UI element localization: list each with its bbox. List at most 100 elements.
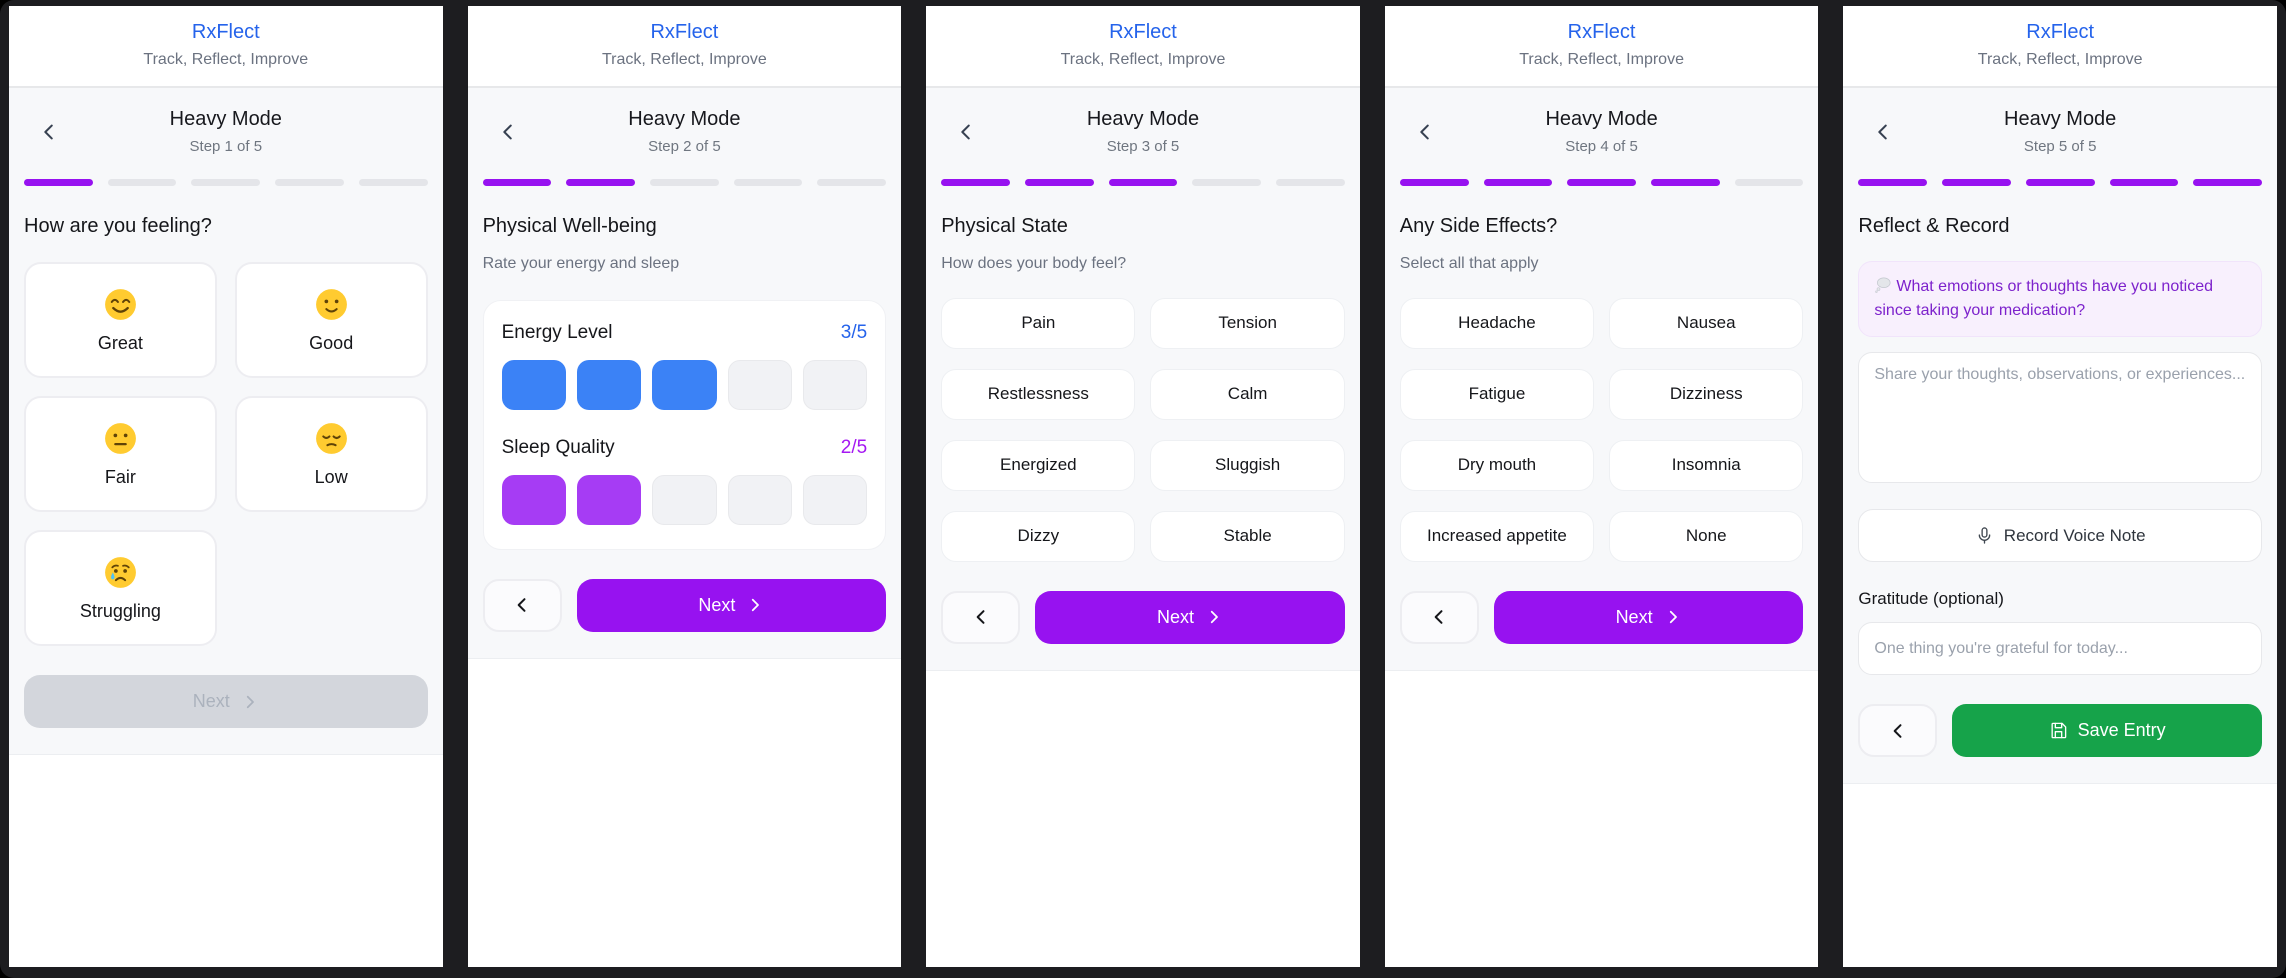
rating-square[interactable] [501, 474, 566, 525]
option-fatigue[interactable]: Fatigue [1399, 368, 1595, 420]
app-brand: RxFlect [2026, 21, 2095, 43]
option-energized[interactable]: Energized [941, 439, 1136, 491]
nav-row: Next [24, 675, 428, 728]
option-grid: Headache Nausea Fatigue Dizziness Dry mo… [1399, 297, 1804, 562]
rating-square[interactable] [576, 474, 642, 525]
app-header: RxFlect Track, Reflect, Improve [926, 6, 1360, 88]
neutral-face-emoji-icon [104, 423, 136, 454]
progress-bar [24, 179, 428, 186]
progress-segment [275, 179, 344, 186]
rating-square[interactable] [802, 359, 868, 410]
mood-label: Struggling [79, 601, 161, 621]
app-header: RxFlect Track, Reflect, Improve [1384, 6, 1819, 88]
next-button[interactable]: Next [24, 675, 428, 728]
option-dry-mouth[interactable]: Dry mouth [1399, 439, 1595, 491]
option-pain[interactable]: Pain [941, 297, 1136, 349]
progress-segment [1192, 179, 1262, 186]
next-button[interactable]: Next [1493, 590, 1804, 644]
energy-rating-group: Energy Level 3/5 [501, 322, 868, 410]
app-tagline: Track, Reflect, Improve [602, 51, 767, 68]
progress-segment [566, 179, 636, 186]
rating-square[interactable] [501, 359, 566, 410]
mode-title: Heavy Mode [1086, 108, 1200, 130]
option-calm[interactable]: Calm [1150, 368, 1345, 420]
step-header: Heavy Mode Step 1 of 5 [24, 108, 428, 155]
app-brand: RxFlect [650, 21, 719, 43]
progress-segment [1399, 179, 1469, 186]
record-voice-note-button[interactable]: Record Voice Note [1858, 509, 2262, 562]
mood-card-struggling[interactable]: Struggling [24, 530, 217, 646]
mode-title: Heavy Mode [2004, 108, 2117, 130]
option-none[interactable]: None [1609, 510, 1804, 562]
notes-textarea[interactable] [1858, 352, 2262, 483]
mode-title: Heavy Mode [1545, 108, 1658, 130]
back-step-button[interactable] [941, 590, 1021, 644]
energy-rating-scale [501, 359, 868, 410]
chevron-left-icon [502, 124, 512, 139]
back-button[interactable] [34, 117, 64, 147]
option-stable[interactable]: Stable [1150, 510, 1345, 562]
mood-card-fair[interactable]: Fair [24, 396, 217, 512]
progress-bar [1399, 179, 1804, 186]
progress-segment [941, 179, 1010, 186]
step-header: Heavy Mode Step 2 of 5 [483, 108, 887, 155]
back-button[interactable] [1868, 117, 1898, 147]
back-step-button[interactable] [482, 578, 562, 632]
rating-square[interactable] [802, 474, 868, 525]
back-button[interactable] [951, 117, 981, 147]
chevron-left-icon [517, 598, 526, 612]
chevron-right-icon [246, 695, 254, 708]
progress-segment [1650, 179, 1720, 186]
rating-square[interactable] [727, 474, 792, 525]
progress-segment [1734, 179, 1804, 186]
phone-step-3: RxFlect Track, Reflect, Improve Heavy Mo… [926, 6, 1360, 967]
mood-label: Low [314, 467, 348, 487]
rating-square[interactable] [652, 359, 717, 410]
save-entry-button[interactable]: Save Entry [1952, 704, 2262, 757]
back-button[interactable] [493, 117, 523, 147]
option-dizziness[interactable]: Dizziness [1609, 368, 1804, 420]
rating-square[interactable] [576, 359, 642, 410]
chevron-left-icon [44, 124, 53, 139]
reflection-prompt-text: What emotions or thoughts have you notic… [1874, 278, 2214, 319]
progress-bar [482, 179, 887, 186]
rating-card: Energy Level 3/5 Sleep Quality 2/5 [482, 299, 887, 550]
mood-card-low[interactable]: Low [234, 396, 428, 512]
sleep-rating-scale [501, 474, 868, 525]
app-brand: RxFlect [191, 21, 260, 43]
mood-card-great[interactable]: Great [24, 262, 217, 378]
option-increased-appetite[interactable]: Increased appetite [1399, 510, 1595, 562]
progress-segment [817, 179, 887, 186]
chevron-right-icon [752, 598, 760, 612]
app-tagline: Track, Reflect, Improve [1060, 51, 1226, 68]
step-panel: Heavy Mode Step 3 of 5 Physical State Ho… [926, 88, 1360, 671]
next-button-label: Next [1615, 606, 1653, 627]
option-dizzy[interactable]: Dizzy [941, 510, 1136, 562]
rating-square[interactable] [652, 474, 717, 525]
next-button[interactable]: Next [1035, 590, 1345, 644]
app-header: RxFlect Track, Reflect, Improve [1843, 6, 2277, 88]
mood-grid: Great Good Fair Low Struggling [24, 262, 428, 646]
option-sluggish[interactable]: Sluggish [1150, 439, 1345, 491]
question-subtitle: Select all that apply [1399, 254, 1539, 272]
step-panel: Heavy Mode Step 1 of 5 How are you feeli… [9, 88, 443, 755]
next-button-label: Next [1156, 606, 1194, 627]
gratitude-input[interactable] [1858, 622, 2262, 675]
back-step-button[interactable] [1858, 704, 1938, 757]
next-button[interactable]: Next [576, 578, 887, 632]
back-button[interactable] [1410, 117, 1440, 147]
option-tension[interactable]: Tension [1150, 297, 1345, 349]
option-headache[interactable]: Headache [1399, 297, 1595, 349]
option-insomnia[interactable]: Insomnia [1609, 439, 1804, 491]
app-brand: RxFlect [1109, 21, 1177, 43]
mood-card-good[interactable]: Good [234, 262, 428, 378]
option-restlessness[interactable]: Restlessness [941, 368, 1136, 420]
back-step-button[interactable] [1399, 590, 1479, 644]
rating-square[interactable] [727, 359, 792, 410]
chevron-left-icon [1878, 124, 1888, 139]
progress-segment [1276, 179, 1345, 186]
mode-title: Heavy Mode [169, 108, 282, 130]
chevron-left-icon [1420, 124, 1429, 139]
option-nausea[interactable]: Nausea [1609, 297, 1804, 349]
mood-label: Great [97, 333, 143, 353]
